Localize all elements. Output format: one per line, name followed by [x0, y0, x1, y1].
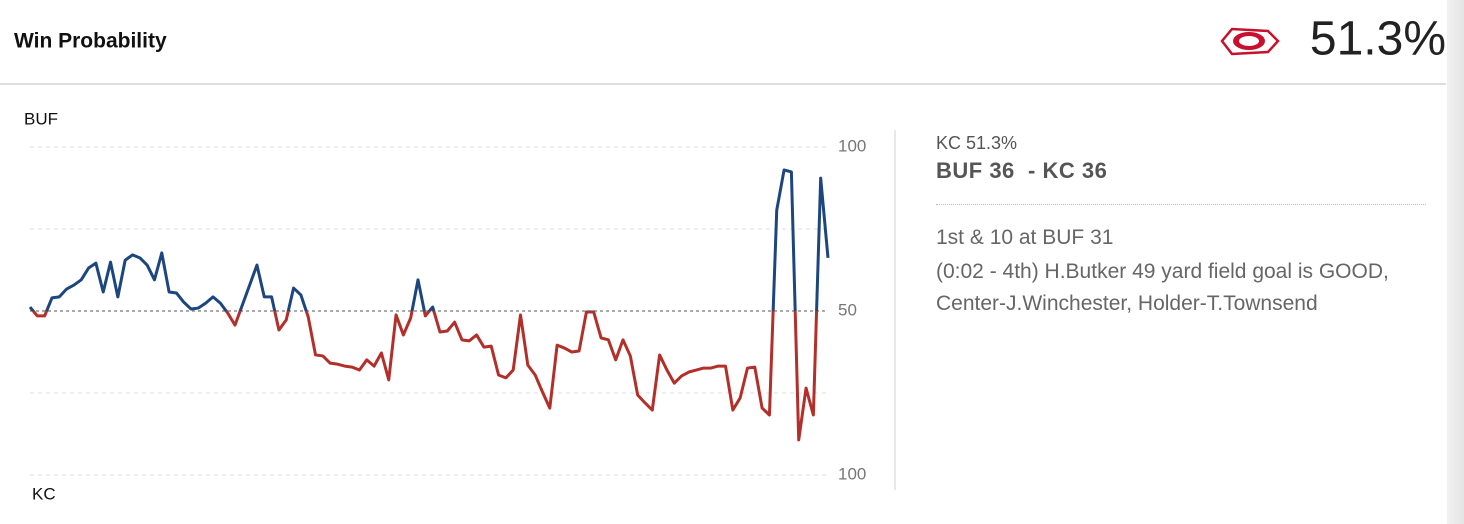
team-probability: KC 51.3%	[936, 133, 1018, 153]
top-team-label: BUF	[24, 109, 58, 128]
edge-shadow	[1447, 0, 1464, 524]
win-probability-line-above	[28, 168, 830, 311]
score: BUF 36 - KC 36	[936, 158, 1108, 183]
bottom-team-label: KC	[32, 484, 56, 503]
team-logo	[1220, 27, 1280, 56]
win-probability-line-below	[31, 311, 819, 442]
chart-title: Win Probability	[14, 30, 167, 53]
play-description: (0:02 - 4th) H.Butker 49 yard field goal…	[936, 260, 1389, 315]
y-tick-label: 50	[838, 300, 857, 319]
y-tick-label: 100	[838, 136, 866, 155]
down-distance: 1st & 10 at BUF 31	[936, 226, 1114, 249]
headline-value: 51.3%	[1310, 13, 1446, 66]
y-tick-label: 100	[838, 464, 866, 483]
panel-separator	[936, 204, 1426, 205]
